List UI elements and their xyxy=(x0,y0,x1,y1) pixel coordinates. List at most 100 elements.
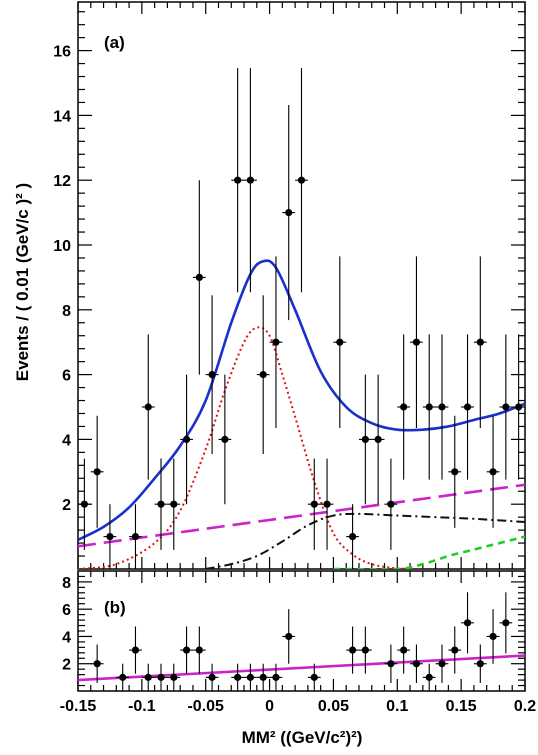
data-point xyxy=(256,663,270,691)
data-point xyxy=(473,256,487,429)
data-point xyxy=(384,458,398,550)
x-tick-label: -0.1 xyxy=(128,698,156,715)
data-point xyxy=(154,458,168,550)
data-point xyxy=(129,626,142,674)
panel-b-label: (b) xyxy=(104,598,126,617)
curve-background-dashdot xyxy=(205,512,525,569)
data-point xyxy=(486,415,500,528)
data-point xyxy=(422,334,436,480)
x-tick-label: -0.05 xyxy=(187,698,224,715)
data-point xyxy=(205,663,219,691)
data-point xyxy=(295,68,308,293)
panel-b-curves xyxy=(78,654,525,682)
data-point xyxy=(180,374,193,505)
x-tick-label: 0.05 xyxy=(318,698,349,715)
data-point xyxy=(167,663,181,691)
y-tick-label: 4 xyxy=(62,432,71,449)
curve-total xyxy=(78,259,525,542)
data-point xyxy=(397,334,411,480)
panel-b: -0.15 -0.1 -0.05 0 0.05 0.1 0.15 0.2 2 4 6 8 (b) xyxy=(60,570,536,715)
data-point xyxy=(256,295,270,454)
data-point xyxy=(499,592,513,654)
data-point xyxy=(448,415,462,528)
data-point xyxy=(141,334,155,480)
panel-a-frame xyxy=(77,1,526,570)
x-tick-label: 0.1 xyxy=(386,698,408,715)
data-point xyxy=(448,626,462,674)
y-tick-label: 4 xyxy=(62,629,71,646)
panel-a-curves xyxy=(78,259,525,569)
data-point xyxy=(486,609,500,664)
data-point xyxy=(269,663,283,691)
data-point xyxy=(435,334,449,480)
data-point xyxy=(244,68,257,293)
data-point xyxy=(346,504,359,569)
y-tick-label: 2 xyxy=(62,497,71,514)
y-tick-label: 10 xyxy=(53,238,71,255)
data-point xyxy=(78,458,91,550)
panel-b-points xyxy=(90,592,513,691)
data-point xyxy=(397,626,411,674)
y-tick-label: 12 xyxy=(53,173,71,190)
data-point xyxy=(218,374,232,505)
data-point xyxy=(167,458,181,550)
data-point xyxy=(346,626,359,674)
data-point xyxy=(141,663,155,691)
data-point xyxy=(231,663,245,691)
data-point xyxy=(422,663,436,691)
y-tick-label: 6 xyxy=(62,602,71,619)
x-tick-label: 0.15 xyxy=(446,698,477,715)
panel-a-points xyxy=(78,68,525,569)
y-tick-label: 8 xyxy=(62,575,71,592)
data-point xyxy=(180,626,193,674)
data-point xyxy=(129,504,142,569)
data-point xyxy=(371,374,385,505)
data-point xyxy=(244,663,257,691)
data-point xyxy=(269,256,283,429)
y-tick-label: 8 xyxy=(62,303,71,320)
data-point xyxy=(282,609,296,664)
data-point xyxy=(499,334,513,480)
x-tick-label: 0 xyxy=(265,698,274,715)
data-point xyxy=(473,644,487,683)
data-point xyxy=(320,458,334,550)
data-point xyxy=(192,180,206,375)
data-point xyxy=(512,334,525,480)
data-point xyxy=(307,458,321,550)
data-point xyxy=(410,256,423,429)
data-point xyxy=(205,295,219,454)
data-point xyxy=(461,592,474,654)
panel-b-ticks: -0.15 -0.1 -0.05 0 0.05 0.1 0.15 0.2 2 4 6 8 xyxy=(60,571,536,715)
data-point xyxy=(90,415,104,528)
x-tick-label: -0.15 xyxy=(60,698,97,715)
data-point xyxy=(116,663,130,691)
panel-a: 2 4 6 8 10 12 14 16 (a) xyxy=(53,1,526,570)
y-tick-label: 2 xyxy=(62,657,71,674)
panel-b-frame xyxy=(77,570,526,692)
data-point xyxy=(231,68,245,293)
y-axis-title: Events / ( 0.01 (GeV/c )² ) xyxy=(13,183,32,381)
panel-a-ticks: 2 4 6 8 10 12 14 16 xyxy=(53,2,526,569)
data-point xyxy=(358,626,372,674)
curve-signal xyxy=(78,326,423,569)
data-point xyxy=(333,256,347,429)
data-point xyxy=(90,644,104,683)
curve-fit xyxy=(78,654,525,682)
y-tick-label: 16 xyxy=(53,44,71,61)
panel-a-label: (a) xyxy=(104,33,125,52)
curve-background-green xyxy=(333,535,525,569)
y-tick-label: 14 xyxy=(53,108,71,125)
data-point xyxy=(384,644,398,683)
data-point xyxy=(358,374,372,505)
data-point xyxy=(307,663,321,691)
y-tick-label: 6 xyxy=(62,368,71,385)
data-point xyxy=(282,105,296,321)
data-point xyxy=(410,644,423,683)
data-point xyxy=(154,663,168,691)
x-tick-label: 0.2 xyxy=(514,698,536,715)
data-point xyxy=(103,504,117,569)
data-point xyxy=(192,626,206,674)
curve-background-linear xyxy=(78,483,525,548)
data-point xyxy=(461,334,474,480)
